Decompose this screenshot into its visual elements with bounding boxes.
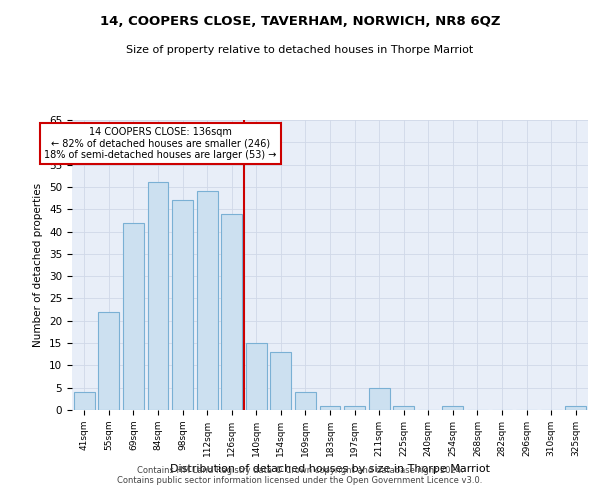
Text: 14 COOPERS CLOSE: 136sqm
← 82% of detached houses are smaller (246)
18% of semi-: 14 COOPERS CLOSE: 136sqm ← 82% of detach… xyxy=(44,126,277,160)
Text: 14, COOPERS CLOSE, TAVERHAM, NORWICH, NR8 6QZ: 14, COOPERS CLOSE, TAVERHAM, NORWICH, NR… xyxy=(100,15,500,28)
Bar xyxy=(565,406,586,410)
Bar xyxy=(368,388,389,410)
Bar xyxy=(98,312,119,410)
Bar xyxy=(246,343,267,410)
Bar xyxy=(320,406,340,410)
Text: Contains HM Land Registry data © Crown copyright and database right 2024.
Contai: Contains HM Land Registry data © Crown c… xyxy=(118,466,482,485)
Bar xyxy=(172,200,193,410)
X-axis label: Distribution of detached houses by size in Thorpe Marriot: Distribution of detached houses by size … xyxy=(170,464,490,474)
Bar xyxy=(74,392,95,410)
Bar xyxy=(344,406,365,410)
Bar xyxy=(442,406,463,410)
Bar xyxy=(123,222,144,410)
Text: Size of property relative to detached houses in Thorpe Marriot: Size of property relative to detached ho… xyxy=(127,45,473,55)
Bar xyxy=(197,192,218,410)
Bar xyxy=(221,214,242,410)
Y-axis label: Number of detached properties: Number of detached properties xyxy=(34,183,43,347)
Bar xyxy=(295,392,316,410)
Bar xyxy=(393,406,414,410)
Bar xyxy=(271,352,292,410)
Bar xyxy=(148,182,169,410)
